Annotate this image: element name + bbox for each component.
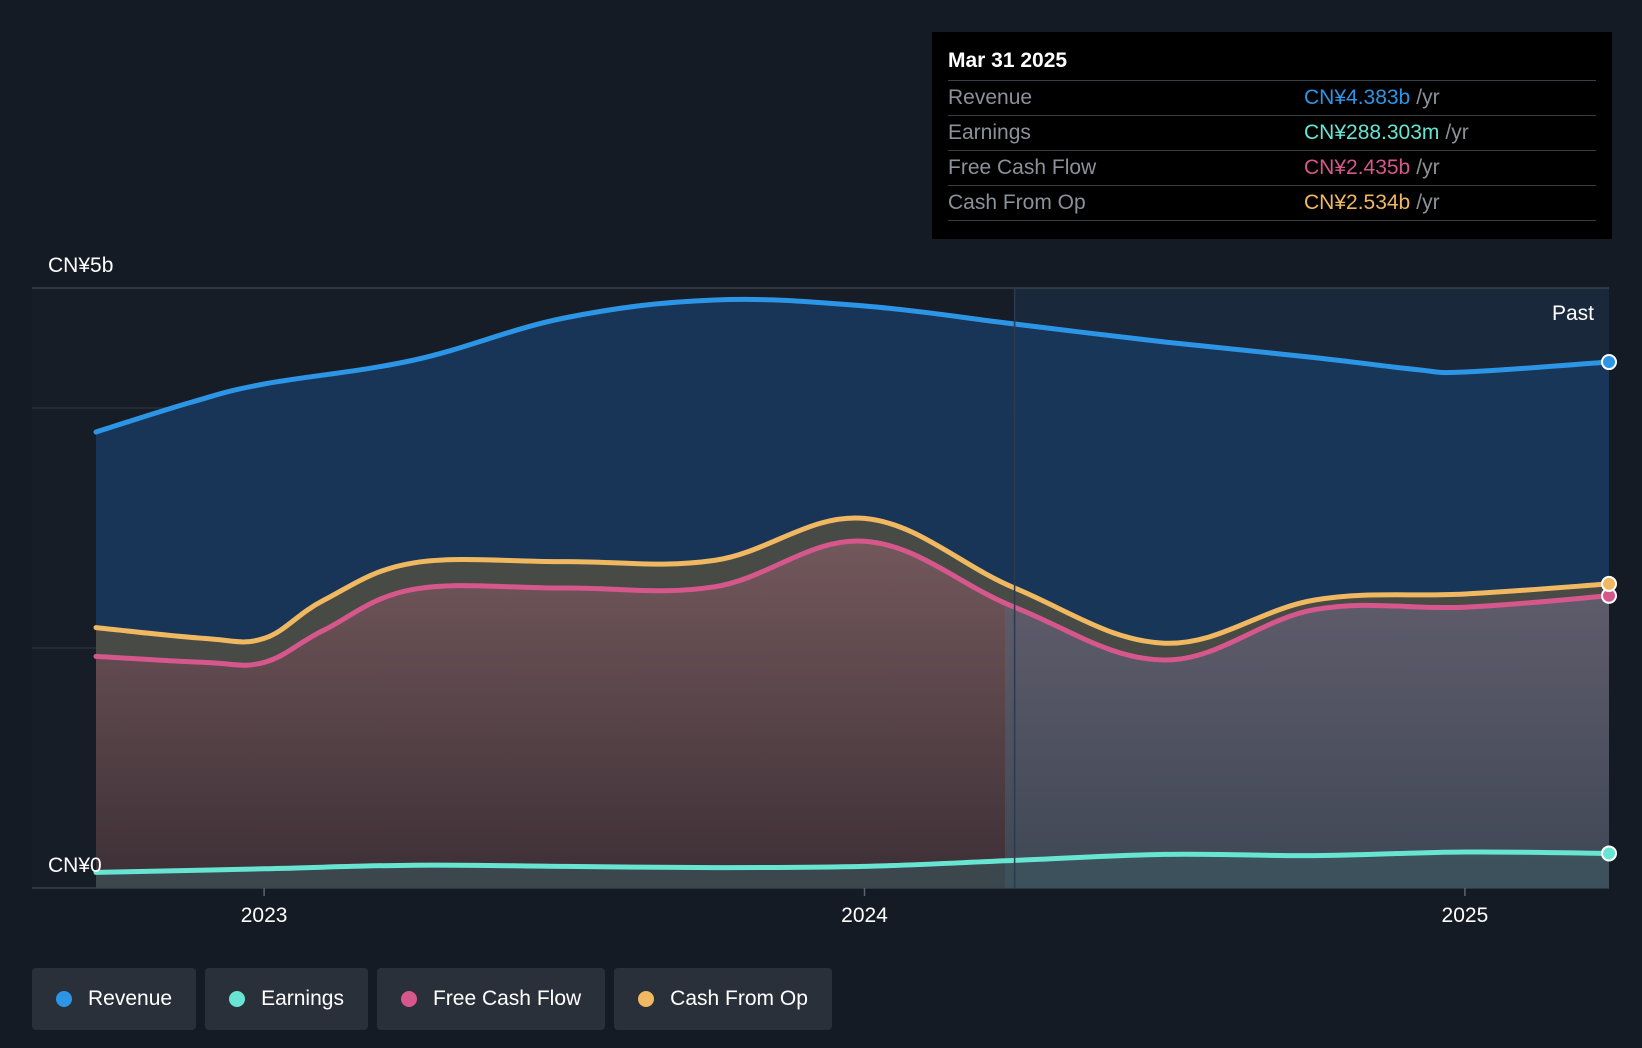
line-earnings [93, 849, 1612, 875]
end-dot-cash-from-op [1601, 575, 1617, 592]
tooltip-date: Mar 31 2025 [948, 46, 1596, 81]
legend-dot-icon [56, 991, 72, 1007]
legend-label: Earnings [261, 987, 344, 1010]
tooltip-row-revenue: Revenue CN¥4.383b /yr [948, 81, 1596, 116]
tooltip-label: Earnings [948, 121, 1031, 144]
tooltip-unit: /yr [1416, 86, 1440, 109]
legend-label: Free Cash Flow [432, 987, 582, 1010]
line-cash-from-op [93, 515, 1612, 646]
tooltip-value: CN¥2.534b [1304, 191, 1411, 214]
legend-label: Revenue [88, 987, 173, 1010]
series-areas [96, 299, 1609, 889]
area-free-cash-flow [96, 541, 1005, 888]
area-earnings [96, 851, 1609, 888]
x-axis: 2023 2024 2025 [241, 888, 1489, 927]
legend-item-revenue[interactable]: Revenue [32, 968, 197, 1030]
legend-dot-icon [400, 991, 417, 1007]
tooltip-row-cash-from-op: Cash From Op CN¥2.534b /yr [948, 186, 1596, 221]
y-tick-label-bottom: CN¥0 [48, 854, 102, 877]
x-tick-label: 2025 [1442, 904, 1489, 927]
tooltip-unit: /yr [1416, 156, 1440, 179]
tooltip-panel: Mar 31 2025 Revenue CN¥4.383b /yr Earnin… [932, 32, 1612, 239]
tooltip-row-free-cash-flow: Free Cash Flow CN¥2.435b /yr [948, 151, 1596, 186]
end-dot-earnings [1601, 845, 1617, 862]
series-lines [93, 296, 1612, 875]
legend-item-earnings[interactable]: Earnings [205, 968, 368, 1030]
tooltip-label: Revenue [948, 86, 1033, 109]
tooltip-unit: /yr [1416, 191, 1440, 214]
area-free-cash-flow-future [1005, 595, 1609, 888]
legend: Revenue Earnings Free Cash Flow Cash Fro… [32, 968, 832, 1030]
legend-dot-icon [229, 991, 246, 1007]
tooltip-row-earnings: Earnings CN¥288.303m /yr [948, 116, 1596, 151]
legend-dot-icon [638, 991, 655, 1007]
tooltip-label: Cash From Op [948, 191, 1086, 214]
tooltip-label: Free Cash Flow [948, 156, 1097, 179]
tooltip-value: CN¥288.303m [1304, 121, 1440, 144]
tooltip-unit: /yr [1445, 121, 1469, 144]
tooltip-value: CN¥4.383b [1304, 86, 1411, 109]
y-tick-label-top: CN¥5b [48, 254, 113, 277]
past-label: Past [1552, 302, 1594, 325]
series-end-dots [1601, 354, 1617, 862]
line-revenue [93, 296, 1612, 435]
legend-item-cash-from-op[interactable]: Cash From Op [614, 968, 832, 1030]
legend-label: Cash From Op [670, 987, 808, 1010]
x-tick-label: 2023 [241, 904, 288, 927]
end-dot-revenue [1601, 354, 1617, 371]
tooltip-value: CN¥2.435b [1304, 156, 1411, 179]
x-tick-label: 2024 [841, 904, 888, 927]
legend-item-free-cash-flow[interactable]: Free Cash Flow [376, 968, 606, 1030]
line-free-cash-flow [93, 538, 1612, 668]
